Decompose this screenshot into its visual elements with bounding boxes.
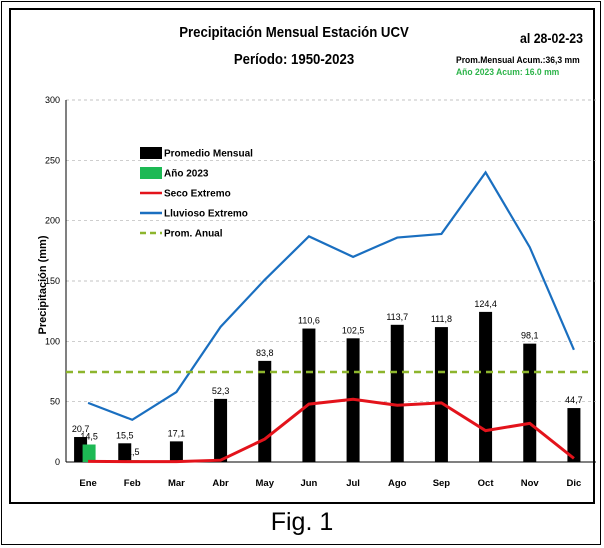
series-lines bbox=[66, 170, 588, 464]
chart-box bbox=[9, 8, 595, 504]
data-label: 17,1 bbox=[168, 428, 186, 438]
data-label: 113,7 bbox=[386, 312, 408, 322]
data-label: 20,7 bbox=[72, 424, 90, 434]
x-tick-label: Nov bbox=[521, 478, 540, 489]
series-line bbox=[88, 397, 575, 464]
x-tick-label: Ene bbox=[79, 478, 96, 489]
bar bbox=[118, 443, 132, 462]
data-label: 111,8 bbox=[431, 314, 452, 324]
x-tick-label: Sep bbox=[433, 478, 451, 489]
data-label: 98,1 bbox=[521, 331, 539, 341]
y-tick-label: 200 bbox=[45, 216, 60, 226]
y-axis-label: Precipitación (mm) bbox=[37, 235, 49, 334]
y-tick-label: 50 bbox=[50, 397, 60, 407]
data-label: 1,5 bbox=[127, 447, 140, 457]
data-label: 14,5 bbox=[80, 432, 98, 442]
date-label: al 28-02-23 bbox=[520, 30, 584, 46]
data-label: 52,3 bbox=[212, 386, 230, 396]
bar bbox=[479, 311, 493, 462]
x-tick-label: Ago bbox=[388, 478, 407, 489]
chart-title: Precipitación Mensual Estación UCV bbox=[179, 24, 409, 41]
data-label: 110,6 bbox=[298, 316, 320, 326]
series-line bbox=[87, 170, 575, 421]
x-tick-label: Feb bbox=[124, 478, 141, 489]
bar bbox=[82, 444, 96, 462]
legend-swatch bbox=[140, 167, 162, 179]
data-labels: 20,7 15,5 17,1 52,3 83,8 110,6 102,5 113,7 111,8… bbox=[72, 299, 583, 457]
chart-subtitle: Período: 1950-2023 bbox=[233, 51, 355, 68]
bar bbox=[523, 343, 537, 462]
figure-caption: Fig. 1 bbox=[270, 508, 334, 536]
x-tick-label: Abr bbox=[212, 478, 229, 489]
legend-label: Prom. Anual bbox=[164, 229, 223, 240]
monthly-acum-label: Prom.Mensual Acum.:36,3 mm bbox=[456, 55, 580, 66]
data-label: 124,4 bbox=[474, 299, 497, 309]
y-tick-label: 300 bbox=[45, 95, 60, 105]
data-label: 15,5 bbox=[116, 430, 134, 440]
legend: Promedio Mensual Año 2023 Seco Extremo Lluv… bbox=[140, 147, 253, 240]
x-tick-label: Mar bbox=[168, 478, 185, 489]
x-tick-label: Dic bbox=[567, 478, 582, 489]
data-label: 102,5 bbox=[342, 325, 365, 335]
bar bbox=[258, 360, 272, 462]
bar bbox=[390, 324, 404, 462]
bar bbox=[434, 327, 448, 462]
legend-label: Promedio Mensual bbox=[164, 149, 253, 160]
legend-swatch bbox=[140, 147, 162, 159]
bar bbox=[302, 328, 316, 462]
y-tick-label: 250 bbox=[45, 155, 60, 165]
year-acum-label: Año 2023 Acum: 16.0 mm bbox=[456, 67, 560, 78]
x-tick-label: Oct bbox=[478, 478, 495, 489]
axes: 0 50 100 150 200 250 300 Ene Feb Mar Abr May Jun Jul A… bbox=[45, 95, 596, 489]
data-label: 44,7 bbox=[565, 395, 583, 405]
y-tick-label: 150 bbox=[45, 276, 60, 286]
legend-label: Lluvioso Extremo bbox=[164, 209, 248, 220]
legend-label: Seco Extremo bbox=[164, 189, 231, 200]
bar bbox=[567, 408, 581, 462]
data-label: 83,8 bbox=[256, 348, 274, 358]
grid-lines bbox=[66, 99, 596, 403]
y-tick-label: 100 bbox=[45, 336, 60, 346]
x-tick-label: Jul bbox=[346, 478, 360, 489]
bars bbox=[74, 311, 581, 462]
bar bbox=[169, 441, 183, 462]
bar bbox=[214, 398, 228, 462]
x-tick-label: Jun bbox=[300, 478, 317, 489]
legend-label: Año 2023 bbox=[164, 169, 209, 180]
x-tick-label: May bbox=[256, 478, 275, 489]
y-tick-label: 0 bbox=[55, 457, 60, 467]
